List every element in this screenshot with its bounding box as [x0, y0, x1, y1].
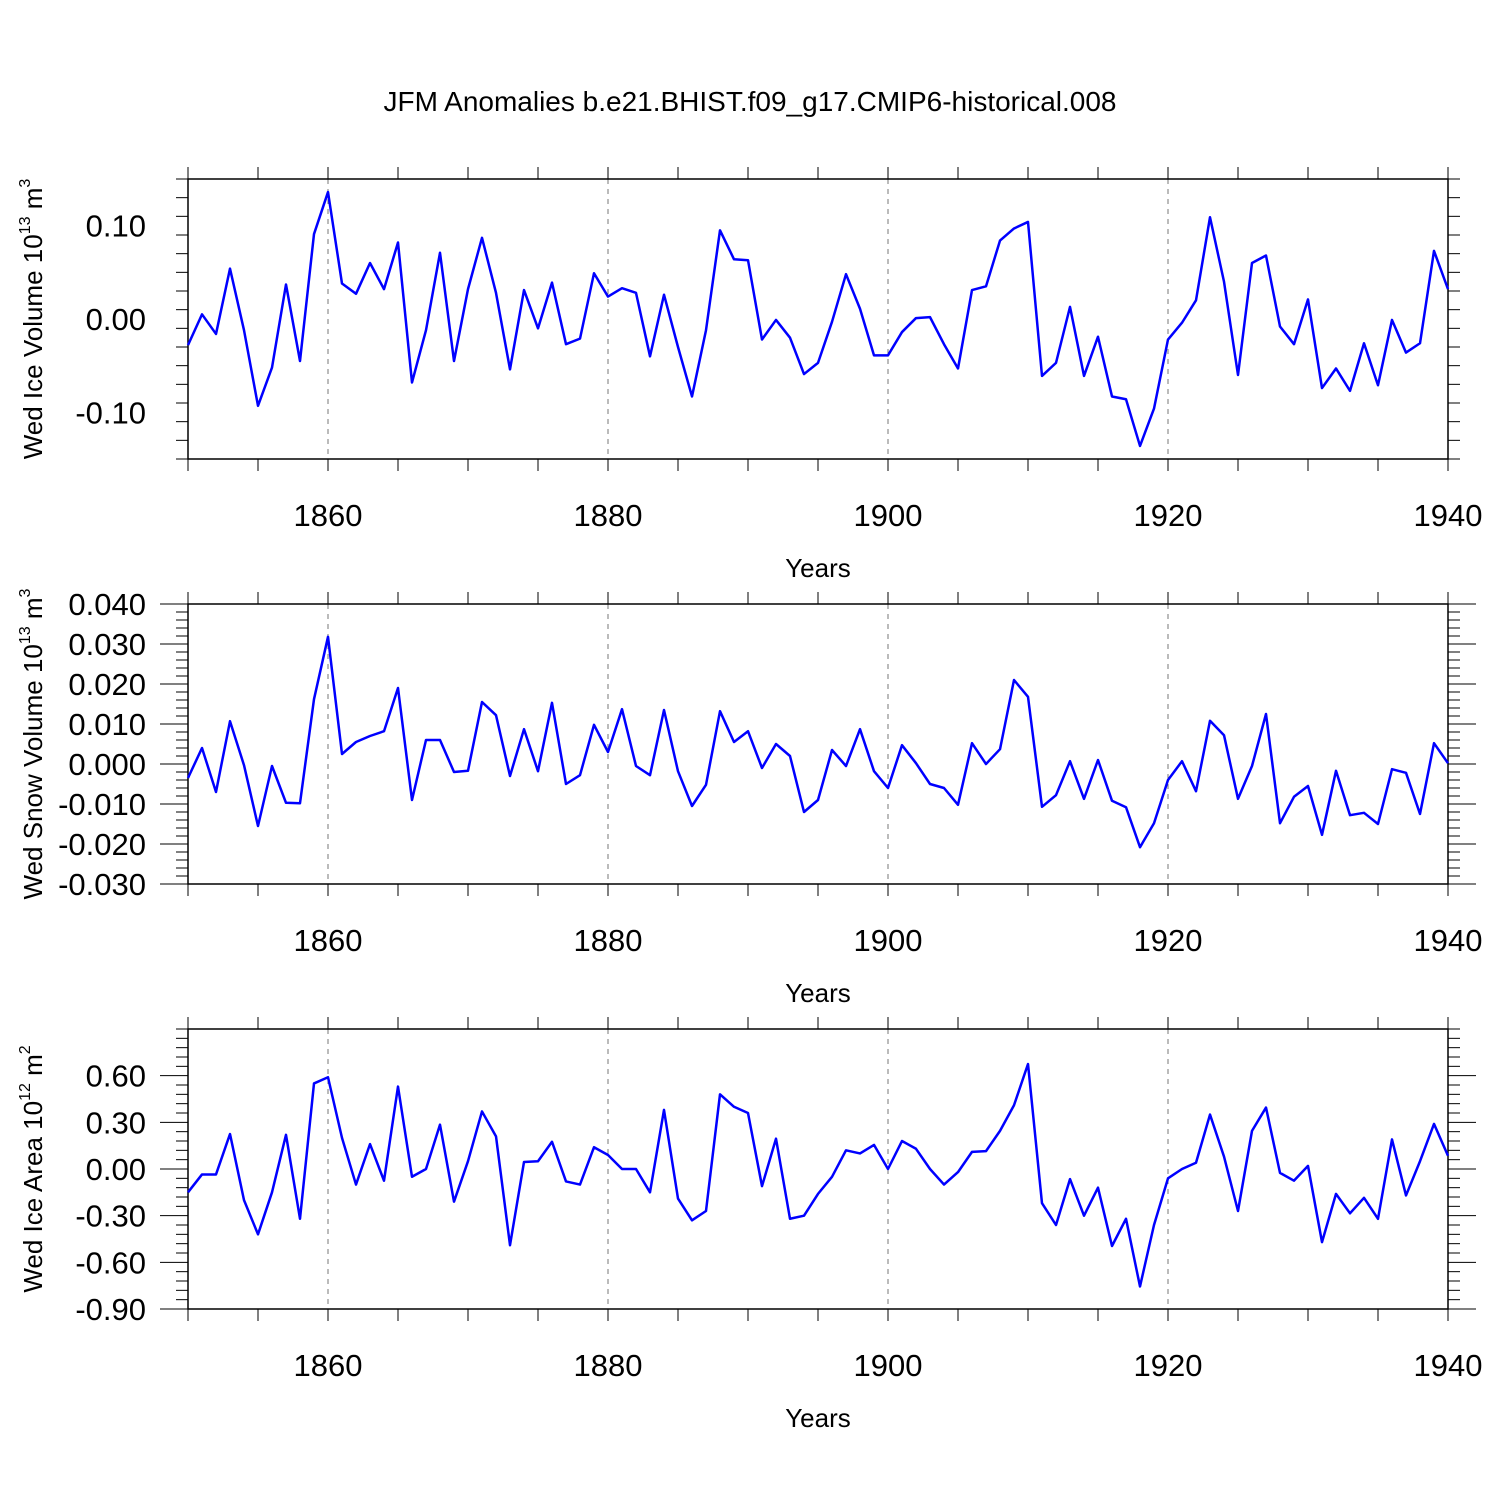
panel-1: 0.10 0.00 -0.10 1860 1880 1900 1920 1940 Years We…: [17, 167, 1482, 583]
y-axis-label: Wed Ice Volume 1013 m3: [17, 179, 48, 460]
x-axis-label: Years: [785, 978, 851, 1008]
x-tick-label: 1880: [574, 498, 643, 533]
plot-frame: [187, 178, 1449, 460]
x-tick-label: 1900: [854, 923, 923, 958]
x-tick-label: 1940: [1414, 923, 1483, 958]
y-tick-label: -0.60: [75, 1245, 146, 1280]
x-axis-label: Years: [785, 1403, 851, 1433]
y-tick-label: -0.90: [75, 1292, 146, 1327]
y-tick-label: 0.020: [68, 667, 146, 702]
x-tick-label: 1860: [294, 1348, 363, 1383]
y-tick-label: 0.60: [86, 1059, 146, 1094]
x-tick-label: 1940: [1414, 498, 1483, 533]
y-tick-label: -0.30: [75, 1199, 146, 1234]
y-tick-label: 0.00: [86, 1152, 146, 1187]
x-tick-label: 1860: [294, 923, 363, 958]
x-tick-label: 1940: [1414, 1348, 1483, 1383]
x-tick-label: 1900: [854, 498, 923, 533]
x-axis-label: Years: [785, 553, 851, 583]
plot-frame: [187, 1028, 1449, 1310]
y-tick-label: 0.040: [68, 587, 146, 622]
series-line: [187, 1062, 1450, 1288]
x-tick-label: 1880: [574, 923, 643, 958]
panel-2: 0.040 0.030 0.020 0.010 0.000 -0.010 -0.020 -0.…: [17, 587, 1482, 1008]
y-tick-label: 0.30: [86, 1105, 146, 1140]
y-tick-label: -0.10: [75, 395, 146, 430]
x-tick-label: 1860: [294, 498, 363, 533]
y-tick-label: 0.010: [68, 707, 146, 742]
series-line: [186, 190, 1450, 448]
x-tick-label: 1920: [1134, 923, 1203, 958]
x-tick-label: 1900: [854, 1348, 923, 1383]
series-line: [186, 635, 1450, 849]
x-tick-label: 1920: [1134, 498, 1203, 533]
y-tick-label: -0.020: [58, 827, 146, 862]
x-tick-label: 1880: [574, 1348, 643, 1383]
y-axis-label: Wed Ice Area 1012 m2: [17, 1045, 48, 1292]
y-tick-label: 0.10: [86, 209, 146, 244]
y-tick-label: 0.00: [86, 302, 146, 337]
y-tick-label: -0.010: [58, 787, 146, 822]
y-tick-label: -0.030: [58, 867, 146, 902]
y-tick-label: 0.030: [68, 627, 146, 662]
y-axis-label: Wed Snow Volume 1013 m3: [17, 588, 48, 899]
chart-title: JFM Anomalies b.e21.BHIST.f09_g17.CMIP6-…: [383, 86, 1117, 117]
panel-3: 0.60 0.30 0.00 -0.30 -0.60 -0.90 1860 1880 1900 1…: [17, 1017, 1482, 1433]
x-tick-label: 1920: [1134, 1348, 1203, 1383]
y-tick-label: 0.000: [68, 747, 146, 782]
